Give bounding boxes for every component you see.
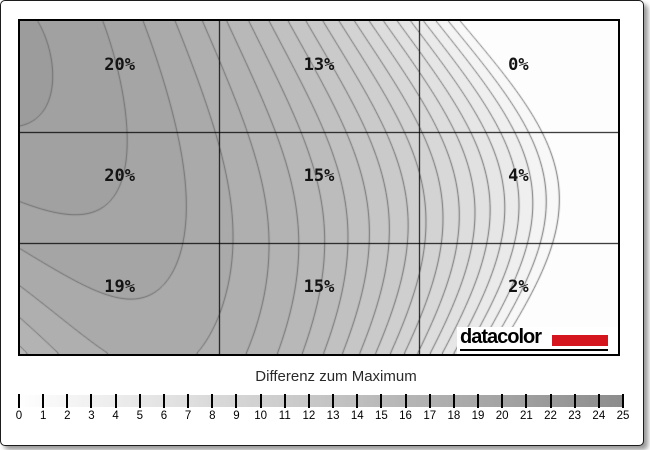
colorbar-tick-label: 9	[233, 410, 240, 422]
colorbar-tick-label: 4	[112, 410, 119, 422]
colorbar-tick	[66, 394, 69, 408]
colorbar-tick	[187, 394, 190, 408]
colorbar-tick	[597, 394, 600, 408]
colorbar-tick-label: 0	[15, 410, 23, 422]
colorbar-tick	[525, 394, 528, 408]
colorbar-title: Differenz zum Maximum	[255, 368, 417, 385]
colorbar-tick	[114, 394, 117, 408]
datacolor-logo: datacolor	[457, 326, 618, 354]
datacolor-logo-red-bar	[552, 335, 608, 346]
colorbar-tick	[42, 394, 45, 408]
colorbar-tick	[259, 394, 262, 408]
colorbar-tick	[307, 394, 310, 408]
colorbar-tick	[573, 394, 576, 408]
colorbar-tick-label: 11	[278, 410, 291, 422]
colorbar-tick-label: 25	[616, 410, 630, 422]
colorbar-tick-label: 10	[254, 410, 267, 422]
datacolor-logo-underline	[460, 349, 608, 351]
colorbar-tick-label: 16	[399, 410, 412, 422]
colorbar-tick-label: 19	[471, 410, 485, 422]
colorbar-tick-label: 15	[374, 410, 388, 422]
colorbar-tick-label: 13	[326, 410, 340, 422]
colorbar-tick	[452, 394, 455, 408]
colorbar-gradient	[16, 395, 624, 407]
colorbar-tick-label: 8	[209, 410, 216, 422]
colorbar-tick-label: 23	[568, 410, 582, 422]
colorbar-tick-label: 14	[350, 410, 364, 422]
colorbar-tick	[477, 394, 480, 408]
colorbar-tick-label: 21	[519, 410, 533, 422]
colorbar: 0 1 2 3 4 5 6 7 8 9 10 11 12 13 14 15 16 17 18 19 20 21 22 23 24…	[15, 393, 629, 427]
colorbar-tick	[549, 394, 552, 408]
colorbar-tick-label: 1	[39, 410, 47, 422]
colorbar-tick-label: 18	[447, 410, 461, 422]
uniformity-contour-plot: 20% 13% 0% 20% 15% 4% 19% 15% 2% datacolor	[18, 19, 620, 356]
colorbar-tick-label: 5	[136, 410, 143, 422]
colorbar-tick	[356, 394, 359, 408]
colorbar-tick-label: 22	[544, 410, 557, 422]
colorbar-tick	[404, 394, 407, 408]
colorbar-tick-label: 24	[592, 410, 606, 422]
colorbar-tick-label: 3	[88, 410, 95, 422]
colorbar-tick	[428, 394, 431, 408]
colorbar-tick	[138, 394, 141, 408]
colorbar-tick	[332, 394, 335, 408]
colorbar-tick	[235, 394, 238, 408]
colorbar-tick	[211, 394, 214, 408]
colorbar-tick-label: 12	[302, 410, 316, 422]
colorbar-tick	[90, 394, 93, 408]
colorbar-tick-label: 17	[423, 410, 437, 422]
colorbar-tick-label: 6	[160, 410, 168, 422]
colorbar-tick	[501, 394, 504, 408]
colorbar-tick	[162, 394, 165, 408]
colorbar-tick	[18, 394, 20, 408]
colorbar-tick	[283, 394, 286, 408]
colorbar-tick-label: 20	[495, 410, 509, 422]
colorbar-tick	[380, 394, 383, 408]
contour-canvas	[20, 21, 618, 354]
datacolor-logo-text: datacolor	[460, 326, 542, 348]
colorbar-tick	[622, 394, 624, 408]
colorbar-tick-label: 7	[184, 410, 192, 422]
colorbar-tick-label: 2	[64, 410, 71, 422]
